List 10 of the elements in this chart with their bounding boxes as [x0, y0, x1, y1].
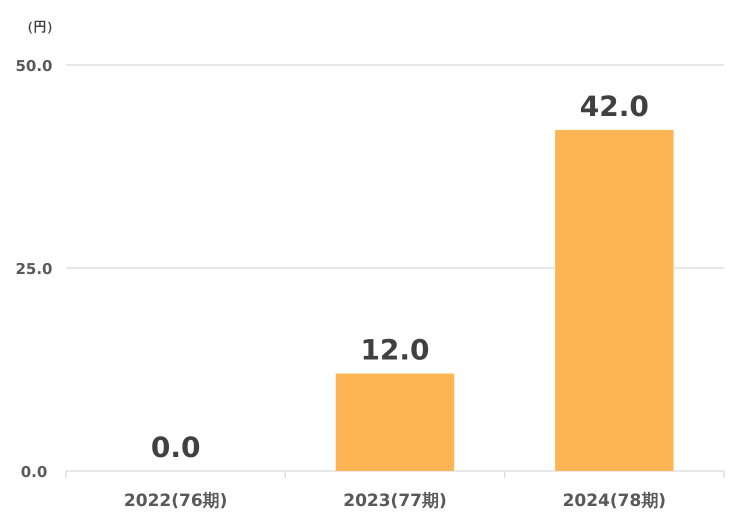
data-label: 42.0	[580, 90, 649, 123]
x-tick-label: 2022(76期)	[124, 491, 228, 511]
data-label: 12.0	[360, 334, 430, 367]
y-tick-label: 0.0	[20, 463, 48, 481]
data-label: 0.0	[150, 431, 200, 464]
y-tick-label: 50.0	[15, 57, 53, 75]
x-tick-label: 2023(77期)	[343, 491, 447, 511]
y-axis-title: （円）	[20, 20, 60, 35]
x-tick-label: 2024(78期)	[562, 491, 666, 511]
y-tick-label: 25.0	[15, 260, 53, 278]
